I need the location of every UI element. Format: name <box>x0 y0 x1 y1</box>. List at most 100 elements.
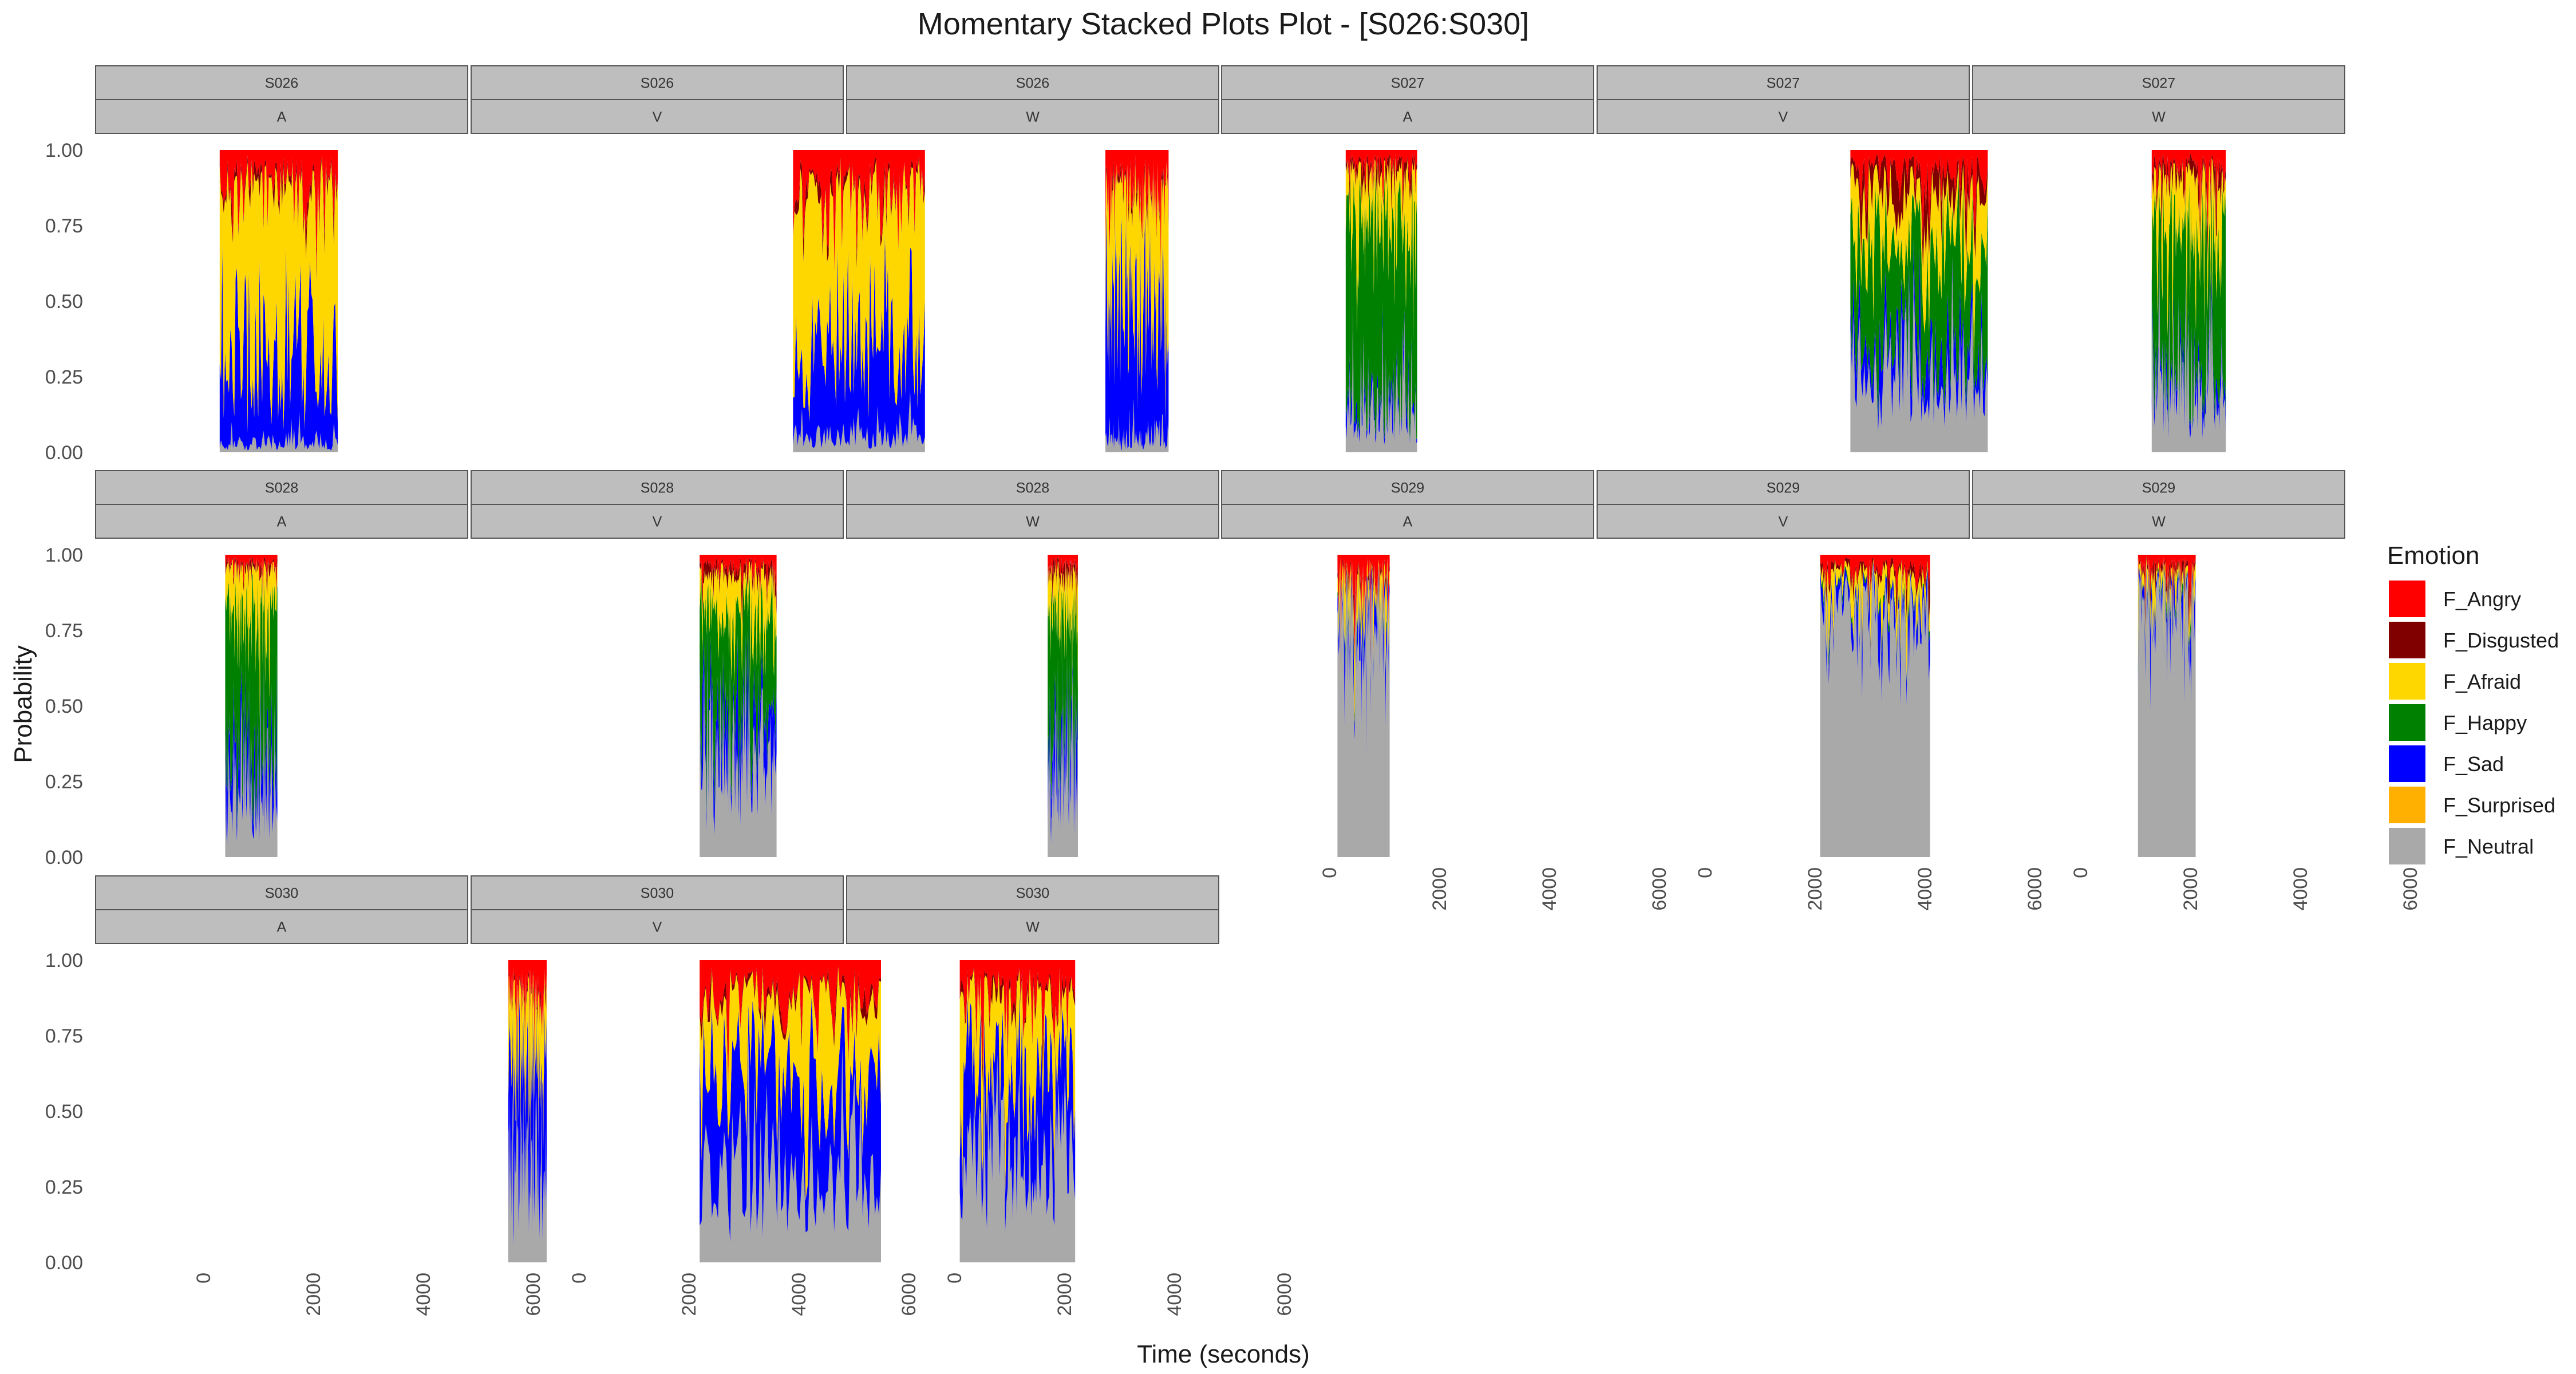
y-tick-label: 0.75 <box>45 1025 83 1047</box>
area-series-F_Angry <box>959 960 1076 1073</box>
area-series-F_Angry <box>225 555 278 590</box>
facet-strip-subject <box>846 65 1219 100</box>
area-series-F_Disgusted <box>2138 556 2196 639</box>
area-series-F_Afraid <box>1048 558 1078 701</box>
y-axis-title: Probability <box>9 645 37 763</box>
facet-strip-subject <box>95 65 468 100</box>
facet-panel-S028-W: S028 W <box>846 470 1219 857</box>
x-axis-title: Time (seconds) <box>1137 1340 1310 1368</box>
facet-strip-subject <box>1972 470 2345 505</box>
x-tick-label: 6000 <box>1274 1273 1295 1316</box>
area-series-F_Angry <box>793 150 925 268</box>
legend-label: F_Happy <box>2443 711 2527 735</box>
facet-strip-condition <box>1221 504 1594 539</box>
area-series-F_Neutral <box>1850 265 1988 452</box>
facet-strip-subject <box>1597 65 1970 100</box>
facet-panel-S026-W: S026 W <box>846 65 1219 452</box>
facet-strip-subject-label: S026 <box>1016 76 1049 92</box>
facet-strip-condition <box>1972 99 2345 134</box>
area-series-F_Afraid <box>1105 162 1169 424</box>
facet-strip-subject-label: S030 <box>641 886 674 902</box>
area-series-F_Sad <box>1337 563 1390 756</box>
stacked-area-group <box>700 960 881 1262</box>
y-tick-label: 0.00 <box>45 442 83 464</box>
legend-swatch-F_Sad <box>2388 744 2427 783</box>
legend-title: Emotion <box>2387 542 2479 570</box>
facet-strip-condition-label: W <box>2152 109 2166 125</box>
facet-strip-subject <box>1972 65 2345 100</box>
area-series-F_Happy <box>1048 570 1078 808</box>
x-tick-label: 0 <box>568 1273 590 1284</box>
area-series-F_Afraid <box>508 967 547 1162</box>
x-tick-label: 4000 <box>2290 867 2312 911</box>
facet-strip-condition <box>95 99 468 134</box>
area-series-F_Neutral <box>1337 568 1390 857</box>
area-series-F_Neutral <box>700 1033 881 1262</box>
area-series-F_Disgusted <box>1048 556 1078 621</box>
y-tick-label: 0.50 <box>45 696 83 717</box>
area-series-F_Sad <box>508 985 547 1246</box>
area-series-F_Happy <box>2138 560 2196 680</box>
y-tick-label: 1.00 <box>45 544 83 566</box>
area-series-F_Disgusted <box>793 155 925 271</box>
area-series-F_Afraid <box>2151 158 2226 357</box>
legend-label: F_Neutral <box>2443 835 2534 858</box>
area-series-F_Afraid <box>2138 557 2196 667</box>
area-series-F_Afraid <box>1820 559 1930 680</box>
area-series-F_Angry <box>1048 555 1078 585</box>
facet-panel-S027-A: S027 A <box>1221 65 1594 452</box>
y-tick-label: 0.50 <box>45 291 83 313</box>
stacked-area-group <box>2151 150 2226 452</box>
stacked-area-group <box>1345 150 1417 452</box>
facet-strip-subject-label: S027 <box>2142 76 2175 92</box>
area-series-F_Happy <box>700 571 777 816</box>
facet-strip-condition <box>846 909 1219 944</box>
area-series-F_Happy <box>225 570 278 832</box>
stacked-area-group <box>225 555 278 857</box>
x-tick-label: 4000 <box>1164 1273 1186 1316</box>
area-series-F_Neutral <box>2138 562 2196 857</box>
x-tick-label: 0 <box>944 1273 966 1284</box>
legend-swatch-F_Happy <box>2388 703 2427 742</box>
area-series-F_Afraid <box>700 558 777 685</box>
x-tick-label: 2000 <box>1054 1273 1076 1316</box>
facet-strip-subject-label: S027 <box>1767 76 1800 92</box>
area-series-F_Angry <box>700 960 881 1081</box>
facet-strip-subject <box>1221 65 1594 100</box>
facet-strip-condition-label: W <box>2152 514 2166 530</box>
area-series-F_Disgusted <box>700 556 777 626</box>
facet-strip-condition <box>846 99 1219 134</box>
area-series-F_Neutral <box>793 390 925 452</box>
facet-strip-condition <box>95 504 468 539</box>
facet-strip-subject-label: S028 <box>265 480 298 496</box>
x-tick-label: 0 <box>1319 867 1341 878</box>
area-series-F_Angry <box>219 150 338 269</box>
facet-panels: S026 A S026 V S026 W S027 A S027 V S027 W S028 A S028 V… <box>95 65 2345 1262</box>
facet-strip-subject <box>846 470 1219 505</box>
facet-strip-subject <box>1221 470 1594 505</box>
x-tick-label: 0 <box>193 1273 215 1284</box>
area-series-F_Angry <box>2151 150 2226 232</box>
facet-panel-S030-A: S030 A <box>95 875 547 1262</box>
facet-strip-subject-label: S026 <box>265 76 298 92</box>
facet-strip-condition-label: W <box>1026 109 1040 125</box>
stacked-area-group <box>2138 555 2196 857</box>
area-series-F_Happy <box>1850 174 1988 423</box>
area-series-F_Neutral <box>508 1061 547 1262</box>
area-series-F_Neutral <box>1048 672 1078 857</box>
x-tick-label: 2000 <box>1804 867 1826 911</box>
area-series-F_Sad <box>700 994 881 1243</box>
area-series-F_Disgusted <box>1850 154 1988 270</box>
x-tick-label: 0 <box>1694 867 1716 878</box>
stacked-area-group <box>793 150 925 452</box>
facet-strip-condition-label: A <box>1403 514 1413 530</box>
stacked-area-group <box>219 150 338 452</box>
y-tick-label: 0.00 <box>45 1252 83 1274</box>
facet-strip-subject-label: S030 <box>1016 886 1049 902</box>
legend: Emotion F_Angry F_Disgusted F_Afraid F_Happ… <box>2387 542 2559 866</box>
area-series-F_Disgusted <box>2151 153 2226 261</box>
legend-swatch-F_Afraid <box>2388 662 2427 701</box>
facet-strip-subject <box>846 875 1219 910</box>
area-series-F_Afraid <box>219 157 338 433</box>
